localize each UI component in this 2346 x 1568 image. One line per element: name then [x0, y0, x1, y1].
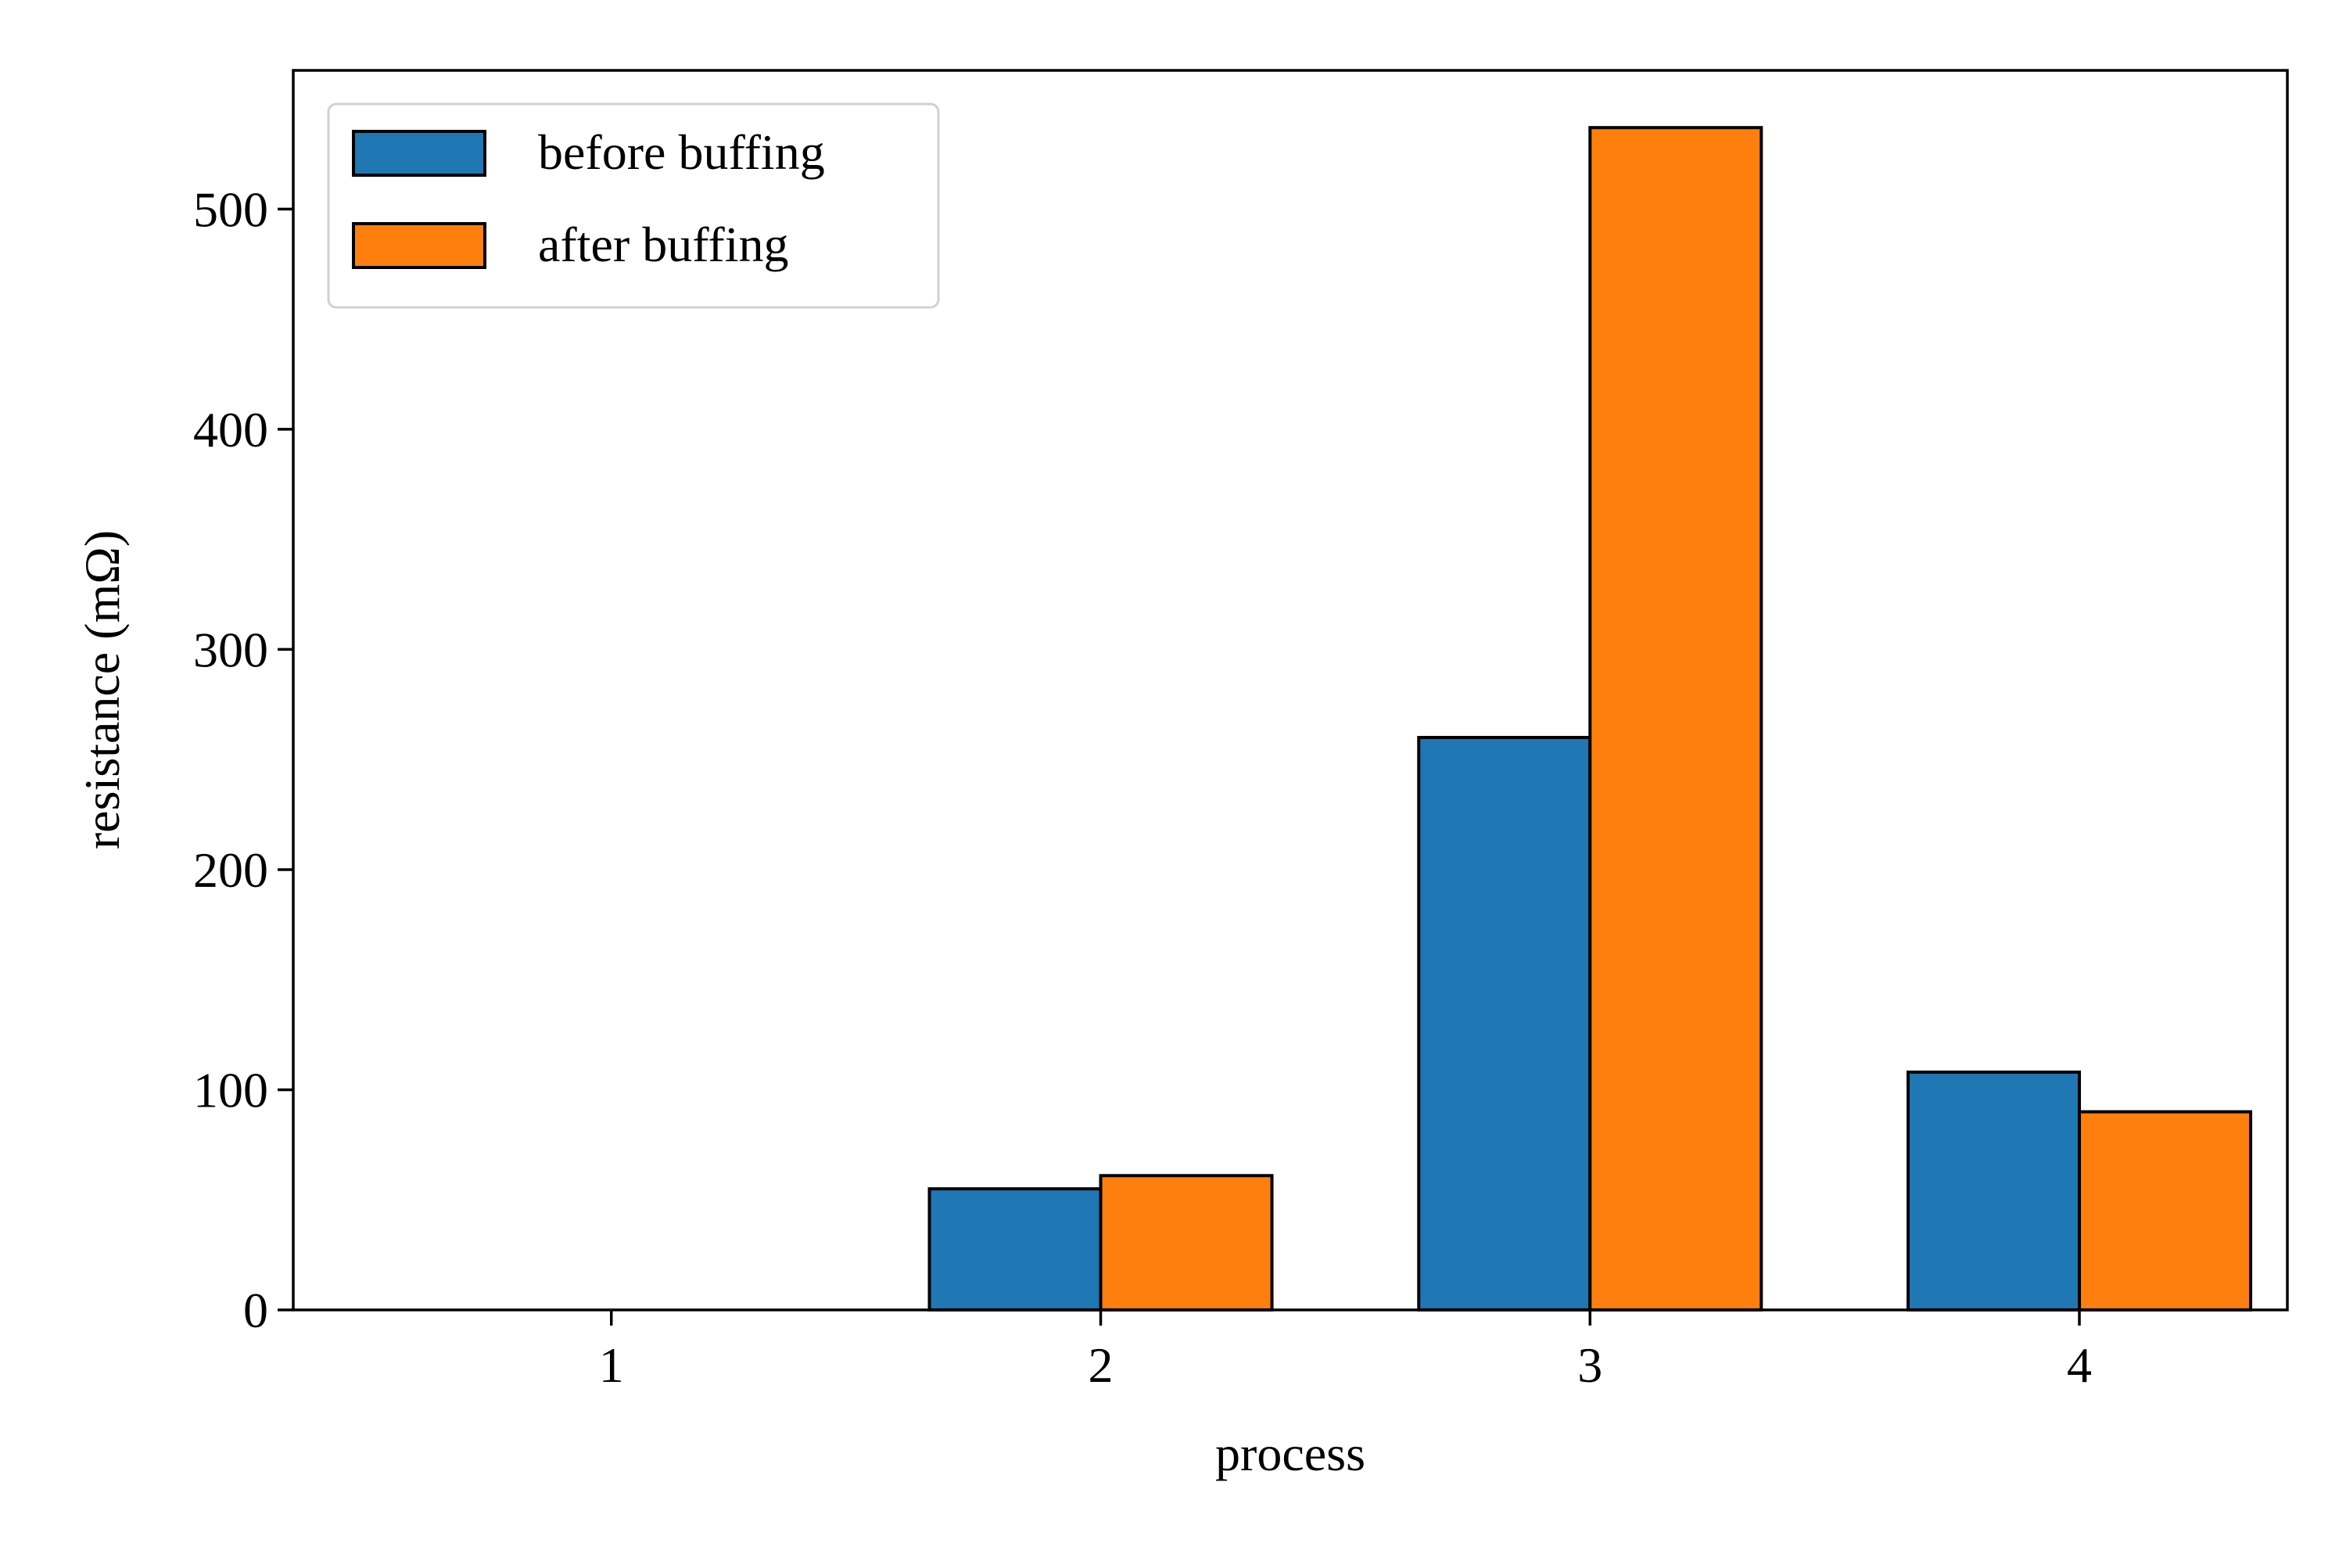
x-axis: 1 2 3 4: [599, 1310, 2092, 1393]
y-tick-label: 400: [193, 402, 268, 457]
bar-after-process-3: [1588, 126, 1763, 1312]
bar-before-process-3: [1417, 736, 1592, 1311]
legend: before buffing after buffing: [327, 102, 940, 309]
y-axis: 0 100 200 300 400 500: [193, 181, 293, 1338]
legend-swatch-before: [352, 130, 486, 177]
y-tick-label: 100: [193, 1062, 268, 1118]
legend-items: before buffing after buffing: [352, 124, 825, 272]
x-axis-title: process: [1215, 1426, 1365, 1481]
y-axis-title: resistance (mΩ): [74, 530, 130, 849]
legend-label-before: before buffing: [538, 124, 825, 180]
legend-label-after: after buffing: [538, 217, 788, 272]
plot-frame: [292, 69, 2289, 1311]
x-tick-label: 2: [1089, 1337, 1114, 1393]
y-tick-label: 0: [243, 1283, 268, 1338]
legend-swatch-after: [352, 222, 486, 269]
y-tick-label: 300: [193, 622, 268, 677]
x-tick-label: 3: [1577, 1337, 1602, 1393]
bar-after-process-2: [1099, 1174, 1274, 1311]
bar-before-process-2: [927, 1187, 1103, 1312]
x-tick-label: 1: [599, 1337, 624, 1393]
y-tick-label: 500: [193, 181, 268, 237]
bar-after-process-4: [2078, 1110, 2253, 1312]
y-tick-label: 200: [193, 842, 268, 898]
bars-layer: [927, 126, 2253, 1312]
x-tick-label: 4: [2067, 1337, 2092, 1393]
bar-before-process-4: [1907, 1070, 2082, 1312]
